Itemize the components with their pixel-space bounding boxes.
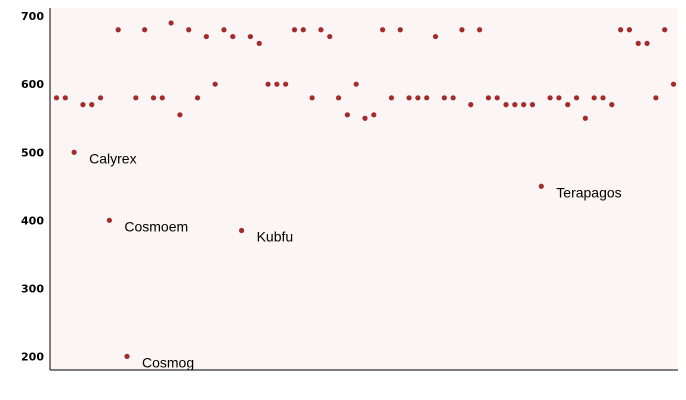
data-point: [415, 95, 421, 101]
data-point: [565, 102, 571, 108]
data-point: [521, 102, 527, 108]
data-point: [124, 353, 130, 359]
y-tick-label: 600: [21, 78, 44, 91]
data-point: [194, 95, 201, 101]
data-point: [177, 112, 183, 118]
data-point: [441, 95, 447, 101]
data-point: [653, 95, 659, 101]
data-point: [142, 27, 148, 33]
data-point: [362, 115, 368, 121]
data-point: [591, 95, 597, 101]
data-point: [371, 112, 377, 118]
data-point: [203, 33, 209, 40]
data-point: [547, 95, 553, 101]
data-point: [538, 183, 544, 189]
y-tick-label: 500: [21, 146, 44, 159]
data-point: [89, 102, 95, 108]
data-point: [450, 95, 456, 101]
point-annotation: Kubfu: [257, 229, 294, 245]
data-point: [115, 27, 121, 33]
data-points: [53, 20, 677, 359]
data-point: [247, 33, 254, 40]
data-point: [380, 27, 386, 33]
data-point: [62, 95, 68, 101]
data-point: [133, 95, 139, 101]
data-point: [635, 40, 641, 46]
y-tick-labels: 200 300 400 500 600 700: [21, 10, 44, 363]
plot-background: [50, 8, 678, 370]
data-point: [406, 95, 412, 101]
data-point: [318, 27, 324, 33]
data-point: [327, 33, 333, 40]
data-point: [529, 102, 536, 108]
data-point: [97, 95, 104, 101]
data-point: [432, 33, 439, 40]
y-tick-label: 400: [21, 214, 44, 227]
data-point: [291, 27, 298, 33]
data-point: [556, 95, 562, 101]
y-tick-label: 700: [21, 10, 44, 23]
data-point: [459, 27, 465, 33]
data-point: [335, 95, 342, 101]
data-point: [512, 102, 518, 108]
data-point: [618, 27, 624, 33]
data-point: [300, 27, 306, 33]
data-point: [494, 95, 500, 101]
data-point: [168, 20, 174, 26]
data-point: [353, 81, 359, 87]
point-annotation: Cosmoem: [124, 218, 188, 234]
data-point: [476, 27, 483, 33]
data-point: [53, 95, 60, 101]
data-point: [644, 40, 650, 46]
data-point: [309, 95, 315, 101]
data-point: [71, 149, 77, 155]
data-point: [256, 40, 262, 46]
data-point: [283, 81, 289, 87]
data-point: [485, 95, 491, 101]
data-point: [573, 95, 580, 101]
data-point: [150, 95, 157, 101]
data-point: [424, 95, 430, 101]
data-point: [609, 102, 615, 108]
data-point: [159, 95, 165, 101]
data-point: [670, 81, 677, 87]
data-point: [221, 27, 227, 33]
data-point: [626, 27, 633, 33]
data-point: [186, 27, 192, 33]
data-point: [80, 102, 86, 108]
data-point: [582, 115, 588, 121]
y-tick-label: 300: [21, 282, 44, 295]
data-point: [239, 227, 245, 234]
data-point: [230, 33, 236, 40]
data-point: [503, 102, 509, 108]
point-annotation: Terapagos: [556, 184, 621, 200]
y-tick-label: 200: [21, 350, 44, 363]
data-point: [212, 81, 218, 87]
data-point: [600, 95, 606, 101]
data-point: [344, 112, 350, 118]
data-point: [265, 81, 271, 87]
data-point: [662, 27, 668, 33]
data-point: [388, 95, 395, 101]
point-annotation: Calyrex: [89, 150, 136, 166]
point-annotation: Cosmog: [142, 354, 194, 370]
data-point: [468, 102, 474, 108]
data-point: [106, 217, 112, 223]
data-point: [397, 27, 403, 33]
data-point: [274, 81, 280, 87]
point-annotations: Calyrex Cosmoem Cosmog Kubfu Terapagos: [89, 150, 622, 370]
